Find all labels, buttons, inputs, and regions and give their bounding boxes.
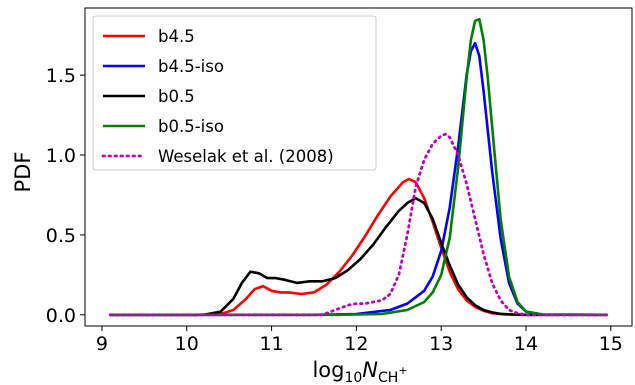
y-axis-label: PDF [11,152,35,193]
legend-label: Weselak et al. (2008) [158,147,334,166]
y-tick-label: 1.0 [46,145,76,167]
x-tick-label: 12 [344,333,368,355]
y-tick-label: 0.5 [46,225,76,247]
ticks-layer: 9 10 11 12 13 14 15 0.0 0.5 1.0 1.5 [46,65,623,355]
x-tick-label: 13 [429,333,453,355]
series-line [109,132,608,317]
x-tick-label: 10 [175,333,199,355]
legend-label: b4.5-iso [158,57,224,76]
series-line [109,17,608,317]
x-tick-label: 14 [514,333,538,355]
plot-frame [84,7,633,327]
y-tick-label: 1.5 [46,65,76,87]
x-axis-label: log10NCH+ [312,358,407,385]
series-line [109,196,608,317]
series-layer [109,17,608,317]
legend-label: b0.5-iso [158,117,224,136]
legend: b4.5 b4.5-iso b0.5 b0.5-iso Weselak et al. (… [92,15,377,171]
x-tick-label: 9 [96,333,108,355]
series-line [109,177,608,317]
x-label-n: N [362,358,378,382]
x-label-ch: CH [378,370,398,385]
legend-label: b4.5 [158,27,195,46]
y-tick-label: 0.0 [46,305,76,327]
x-label-plus: + [398,364,407,377]
x-tick-label: 15 [599,333,623,355]
legend-box [92,15,377,171]
x-tick-label: 11 [259,333,283,355]
legend-label: b0.5 [158,87,195,106]
x-label-sub: 10 [344,370,362,385]
x-label-log: log [312,358,344,382]
